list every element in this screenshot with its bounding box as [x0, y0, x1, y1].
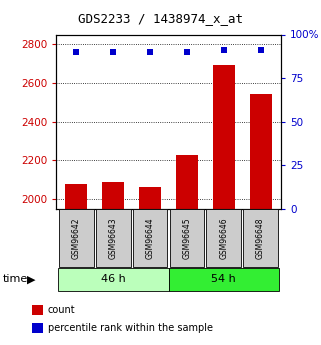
Bar: [59, 209, 94, 267]
Bar: [169, 268, 279, 291]
Bar: [102, 181, 124, 209]
Text: percentile rank within the sample: percentile rank within the sample: [48, 323, 213, 333]
Point: [184, 49, 189, 55]
Bar: [213, 66, 235, 209]
Text: GSM96643: GSM96643: [109, 217, 118, 259]
Text: GSM96648: GSM96648: [256, 217, 265, 259]
Point: [148, 49, 153, 55]
Bar: [58, 268, 169, 291]
Text: ▶: ▶: [27, 275, 36, 284]
Text: GSM96642: GSM96642: [72, 217, 81, 259]
Bar: [169, 209, 204, 267]
Bar: [249, 93, 272, 209]
Point: [258, 47, 263, 53]
Bar: [206, 209, 241, 267]
Text: 46 h: 46 h: [101, 275, 126, 284]
Text: GSM96646: GSM96646: [219, 217, 228, 259]
Text: time: time: [3, 275, 29, 284]
Bar: [139, 187, 161, 209]
Bar: [96, 209, 131, 267]
Bar: [133, 209, 168, 267]
Point: [221, 47, 226, 53]
Text: GSM96645: GSM96645: [182, 217, 191, 259]
Bar: [65, 184, 88, 209]
Text: GDS2233 / 1438974_x_at: GDS2233 / 1438974_x_at: [78, 12, 243, 25]
Point: [111, 49, 116, 55]
Text: 54 h: 54 h: [212, 275, 236, 284]
Bar: [243, 209, 278, 267]
Text: GSM96644: GSM96644: [146, 217, 155, 259]
Point: [74, 49, 79, 55]
Text: count: count: [48, 305, 75, 315]
Bar: [176, 155, 198, 209]
